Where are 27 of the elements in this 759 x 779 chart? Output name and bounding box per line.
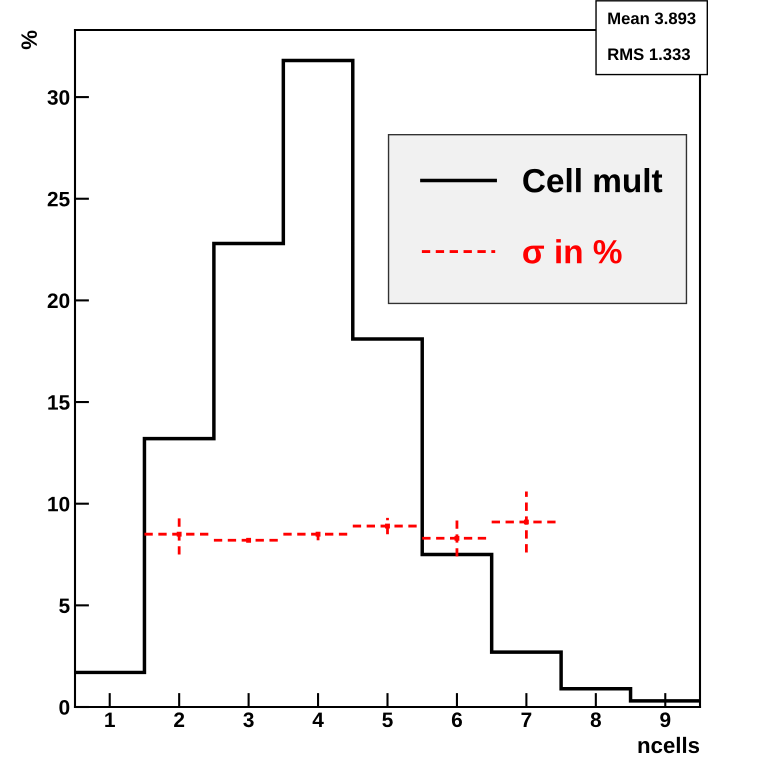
y-tick-label: 5 [59, 598, 70, 614]
x-axis-title: ncells [638, 736, 700, 754]
y-tick-label: 25 [48, 192, 70, 206]
legend-label: σ in % [523, 239, 622, 264]
y-axis-title: % [21, 30, 37, 50]
y-tick-label: 15 [48, 395, 70, 410]
y-tick-label: 10 [48, 496, 70, 512]
point [524, 520, 529, 524]
text: Mean 3.893 [608, 12, 696, 24]
x-tick-label: 5 [382, 712, 393, 728]
y-tick-label: 20 [48, 293, 70, 308]
x-tick-label: 8 [590, 712, 601, 728]
point [454, 536, 460, 541]
x-tick-label: 7 [521, 712, 532, 727]
point [385, 524, 390, 528]
x-tick-label: 2 [174, 712, 184, 727]
x-tick-label: 1 [105, 712, 115, 727]
x-tick-label: 4 [312, 712, 324, 727]
x-tick-label: 9 [660, 712, 670, 728]
y-tick-label: 30 [47, 90, 70, 105]
y-tick-label: 0 [59, 700, 70, 715]
annotation: RMS 1.333 [608, 48, 690, 60]
x-tick-label: 3 [243, 712, 254, 728]
point [176, 532, 182, 537]
x-tick-label: 6 [452, 712, 462, 728]
legend-label: Cell mult [523, 168, 662, 192]
point [316, 532, 320, 537]
